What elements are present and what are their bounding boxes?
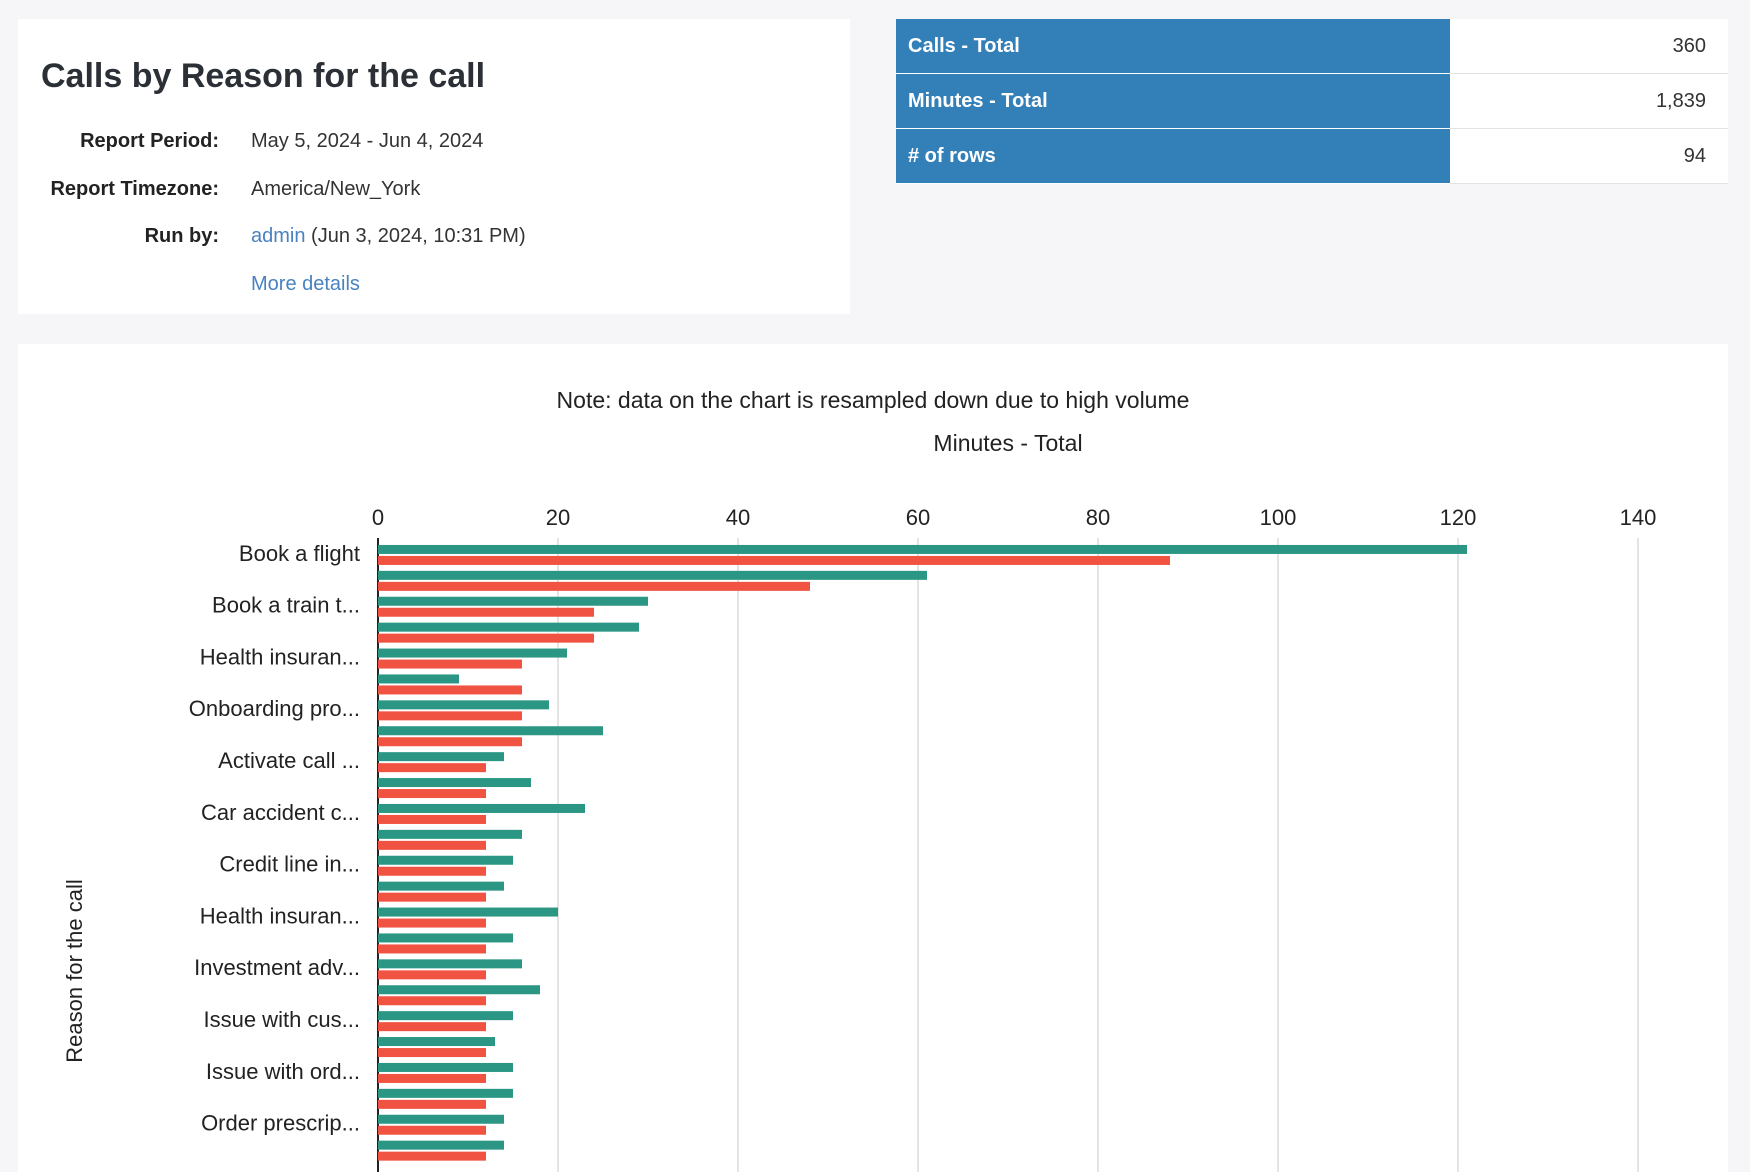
summary-row: Calls - Total 360 — [896, 19, 1728, 74]
bar — [378, 1140, 504, 1150]
bar — [378, 1037, 495, 1047]
report-title: Calls by Reason for the call — [41, 57, 486, 95]
summary-row: Minutes - Total 1,839 — [896, 73, 1728, 129]
field-value: May 5, 2024 - Jun 4, 2024 — [251, 130, 484, 152]
user-link[interactable]: admin — [251, 225, 306, 247]
bar — [378, 866, 486, 876]
bar — [378, 1099, 486, 1109]
field-label: Report Period: — [80, 130, 219, 152]
y-tick-label: Health insuran... — [200, 903, 360, 928]
more-details-link[interactable]: More details — [251, 273, 360, 295]
bar — [378, 1088, 513, 1098]
bar — [378, 555, 1170, 565]
x-tick-label: 0 — [372, 505, 384, 530]
bar — [378, 789, 486, 799]
bar — [378, 726, 603, 736]
bar — [378, 996, 486, 1006]
bar — [378, 803, 585, 813]
chart: Note: data on the chart is resampled dow… — [62, 387, 1657, 1172]
bar — [378, 814, 486, 824]
y-tick-label: Investment adv... — [194, 955, 360, 980]
y-tick-label: Issue with cus... — [203, 1007, 360, 1032]
bar — [378, 840, 486, 850]
bar — [378, 633, 594, 643]
bar — [378, 1151, 486, 1161]
chart-card: Note: data on the chart is resampled dow… — [18, 344, 1728, 1172]
bar — [378, 711, 522, 721]
bar — [378, 1022, 486, 1032]
bar — [378, 933, 513, 943]
summary-key: Calls - Total — [896, 19, 1450, 74]
bar — [378, 918, 486, 928]
bar — [378, 1114, 504, 1124]
bar — [378, 944, 486, 954]
summary-value: 94 — [1450, 128, 1728, 184]
bar — [378, 778, 531, 788]
x-tick-label: 40 — [726, 505, 750, 530]
bar — [378, 970, 486, 980]
y-tick-label: Activate call ... — [218, 748, 360, 773]
summary-table: Calls - Total 360 Minutes - Total 1,839 # of… — [896, 19, 1728, 184]
bar — [378, 959, 522, 969]
summary-key: Minutes - Total — [896, 73, 1450, 129]
y-tick-label: Book a train t... — [212, 593, 360, 618]
chart-subtitle: Note: data on the chart is resampled dow… — [557, 387, 1190, 413]
bar — [378, 829, 522, 839]
x-tick-label: 60 — [906, 505, 930, 530]
y-tick-label: Order prescrip... — [201, 1111, 360, 1136]
table: Calls - Total 360 Minutes - Total 1,839 # of… — [896, 19, 1728, 184]
bar — [378, 855, 513, 865]
x-tick-label: 120 — [1440, 505, 1477, 530]
y-tick-label: Car accident c... — [201, 800, 360, 825]
bar — [378, 985, 540, 995]
bar — [378, 1062, 513, 1072]
field-value: America/New_York — [251, 178, 421, 200]
bar — [378, 1073, 486, 1083]
field-label: Run by: — [144, 225, 219, 247]
field-value: admin (Jun 3, 2024, 10:31 PM) — [251, 225, 526, 248]
bar — [378, 674, 459, 684]
summary-value: 1,839 — [1450, 73, 1728, 129]
y-tick-label: Health insuran... — [200, 644, 360, 669]
bar — [378, 907, 558, 917]
bar — [378, 659, 522, 669]
summary-key: # of rows — [896, 128, 1450, 184]
bar — [378, 622, 639, 632]
bar — [378, 763, 486, 773]
x-tick-label: 140 — [1620, 505, 1657, 530]
summary-row: # of rows 94 — [896, 128, 1728, 184]
bar — [378, 607, 594, 617]
x-axis-title: Minutes - Total — [933, 430, 1082, 456]
run-time: (Jun 3, 2024, 10:31 PM) — [311, 225, 526, 247]
bar — [378, 1011, 513, 1021]
x-tick-label: 20 — [546, 505, 570, 530]
bar — [378, 685, 522, 695]
bar — [378, 892, 486, 902]
y-axis-title: Reason for the call — [62, 879, 87, 1062]
y-tick-label: Credit line in... — [219, 852, 360, 877]
y-tick-label: Issue with ord... — [206, 1059, 360, 1084]
bar — [378, 544, 1467, 554]
report-header: Calls by Reason for the call Report Peri… — [18, 19, 850, 314]
x-tick-label: 100 — [1260, 505, 1297, 530]
bar — [378, 700, 549, 710]
bar — [378, 737, 522, 747]
bar — [378, 881, 504, 891]
x-tick-label: 80 — [1086, 505, 1110, 530]
bar — [378, 752, 504, 762]
bar — [378, 596, 648, 606]
field-label: Report Timezone: — [50, 178, 219, 200]
bar — [378, 570, 927, 580]
bar — [378, 1125, 486, 1135]
bar — [378, 648, 567, 658]
summary-value: 360 — [1450, 19, 1728, 74]
bar — [378, 1048, 486, 1058]
y-tick-label: Onboarding pro... — [189, 696, 360, 721]
bar — [378, 581, 810, 591]
y-tick-label: Book a flight — [239, 541, 360, 566]
